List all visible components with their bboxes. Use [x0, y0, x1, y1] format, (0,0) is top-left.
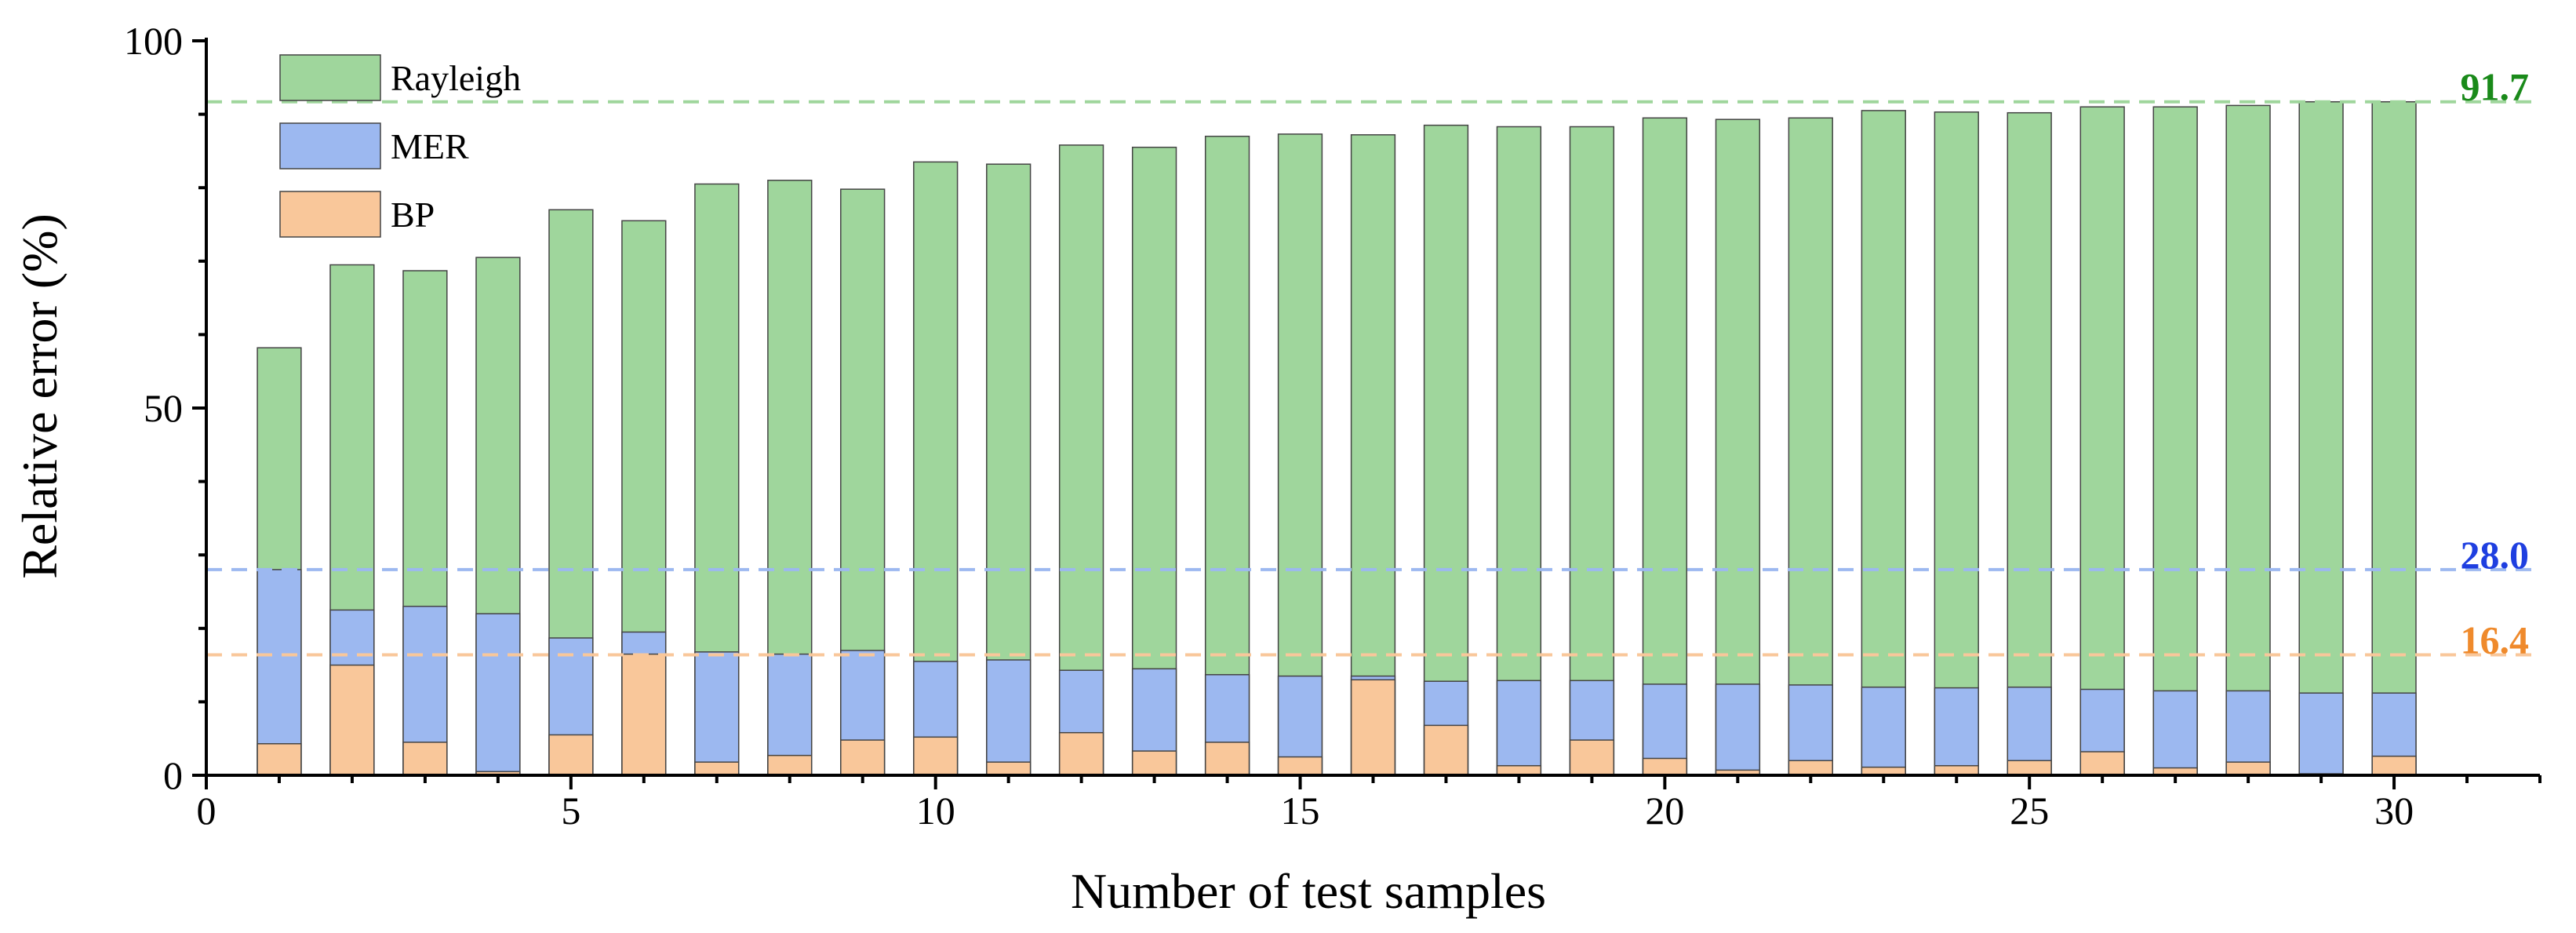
bars-layer: [257, 100, 2417, 776]
x-tick-label-10: 10: [916, 789, 955, 833]
bar-bp-9: [840, 739, 886, 776]
y-axis-title: Relative error (%): [12, 213, 67, 579]
bar-bp-14: [1204, 742, 1250, 776]
bar-rayleigh-22: [1788, 117, 1833, 776]
bar-bp-26: [2079, 751, 2125, 776]
bar-bp-13: [1131, 750, 1177, 776]
bar-rayleigh-18: [1496, 126, 1542, 776]
bar-mer-23: [1861, 686, 1906, 776]
bar-rayleigh-28: [2225, 104, 2271, 776]
bar-mer-29: [2298, 692, 2344, 776]
bar-rayleigh-27: [2152, 106, 2198, 776]
x-tick-label-25: 25: [2010, 789, 2049, 833]
bar-mer-7: [694, 651, 740, 776]
bar-mer-24: [1934, 687, 1979, 776]
x-tick-label-30: 30: [2374, 789, 2414, 833]
bar-mer-28: [2225, 690, 2271, 776]
bar-bp-20: [1642, 757, 1688, 776]
reference-label-bp: 16.4: [2461, 618, 2530, 661]
bar-bp-7: [694, 761, 740, 776]
bar-bp-16: [1350, 679, 1396, 776]
bar-bp-12: [1058, 731, 1104, 776]
bar-bp-8: [767, 754, 813, 776]
bar-rayleigh-15: [1277, 133, 1323, 776]
bar-rayleigh-23: [1861, 110, 1906, 776]
bar-bp-22: [1788, 760, 1833, 776]
reference-label-mer: 28.0: [2461, 533, 2530, 577]
y-tick-label-50: 50: [144, 386, 183, 430]
bar-rayleigh-21: [1715, 118, 1761, 776]
bar-rayleigh-26: [2079, 106, 2125, 776]
bar-bp-17: [1423, 724, 1469, 776]
bar-bp-1: [257, 743, 302, 776]
bar-rayleigh-16: [1350, 134, 1396, 776]
legend-swatch-mer: [279, 122, 381, 169]
bar-rayleigh-25: [2007, 111, 2052, 776]
legend-swatch-rayleigh: [279, 54, 381, 101]
reference-lines-layer: 91.7 28.0 16.4: [206, 65, 2540, 661]
bar-mer-1: [257, 569, 302, 776]
bar-rayleigh-19: [1569, 126, 1615, 776]
axes-layer: 0 5 10 15 20 25 30 0 50 100: [124, 19, 2541, 833]
reference-label-rayleigh: 91.7: [2461, 65, 2530, 109]
legend: Rayleigh MER BP: [279, 54, 521, 238]
x-tick-label-15: 15: [1281, 789, 1320, 833]
x-axis-title: Number of test samples: [1071, 863, 1546, 919]
legend-swatch-bp: [279, 191, 381, 238]
legend-label-rayleigh: Rayleigh: [391, 58, 521, 98]
bar-bp-25: [2007, 760, 2052, 776]
bar-mer-27: [2152, 690, 2198, 776]
y-tick-label-0: 0: [163, 753, 183, 797]
bar-bp-3: [402, 742, 448, 776]
bar-bp-2: [329, 664, 375, 776]
bar-bp-19: [1569, 739, 1615, 776]
bar-mer-18: [1496, 680, 1542, 776]
bar-rayleigh-20: [1642, 117, 1688, 776]
bar-rayleigh-30: [2371, 100, 2417, 776]
bar-bp-15: [1277, 756, 1323, 776]
bar-bp-28: [2225, 761, 2271, 776]
bar-mer-21: [1715, 683, 1761, 776]
bar-rayleigh-29: [2298, 100, 2344, 776]
bar-rayleigh-14: [1204, 135, 1250, 776]
bar-bp-6: [621, 653, 667, 776]
x-tick-label-20: 20: [1645, 789, 1684, 833]
y-tick-label-100: 100: [124, 19, 183, 63]
bar-bp-30: [2371, 755, 2417, 776]
bar-bp-5: [548, 734, 594, 776]
bar-rayleigh-17: [1423, 124, 1469, 776]
x-tick-label-5: 5: [561, 789, 580, 833]
bar-bp-10: [913, 736, 959, 776]
bar-mer-4: [475, 613, 521, 776]
legend-label-bp: BP: [391, 195, 435, 235]
legend-label-mer: MER: [391, 126, 469, 166]
bar-bp-11: [986, 761, 1031, 776]
bar-mer-11: [986, 659, 1031, 776]
bar-rayleigh-24: [1934, 111, 1979, 776]
x-tick-label-0: 0: [197, 789, 216, 833]
